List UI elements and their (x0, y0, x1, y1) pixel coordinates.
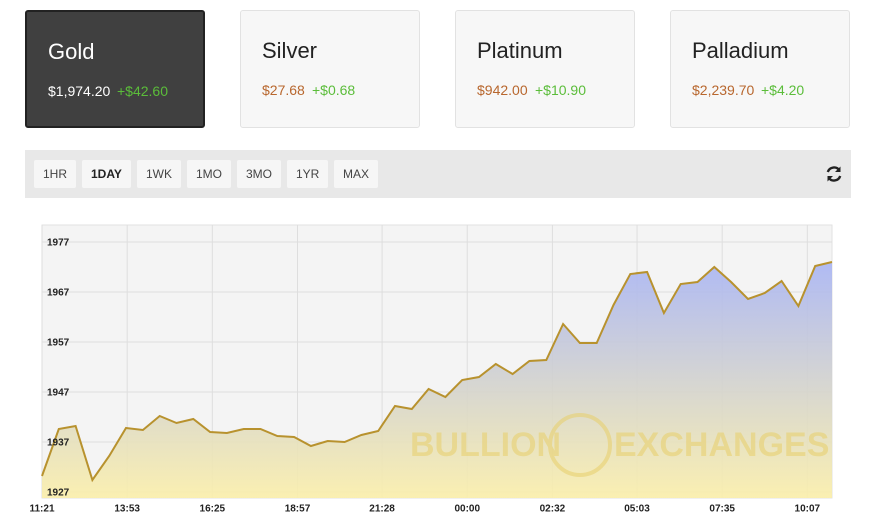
y-tick-label: 1947 (47, 388, 70, 399)
chart: BULLION EXCHANGES 1927 1937 1947 1957 1967 1977… (29, 224, 833, 515)
range-button[interactable]: 1WK (137, 160, 182, 188)
metal-price: $27.68 (262, 82, 305, 98)
x-tick-label: 02:32 (540, 504, 566, 515)
metal-price: $2,239.70 (692, 82, 755, 98)
x-tick-label: 00:00 (454, 504, 480, 515)
metal-change: +$4.20 (761, 82, 805, 98)
refresh-icon[interactable] (824, 164, 844, 184)
x-tick-label: 11:21 (29, 504, 54, 515)
watermark-text: EXCHANGES (614, 426, 829, 464)
x-tick-label: 21:28 (369, 504, 395, 515)
x-tick-label: 13:53 (114, 504, 140, 515)
watermark-text: BULLION (410, 426, 561, 464)
price-line (41, 261, 833, 483)
metal-change: +$0.68 (312, 82, 356, 98)
range-button[interactable]: 1HR (34, 160, 77, 188)
watermark-logo (548, 413, 612, 477)
range-button[interactable]: 1MO (187, 160, 232, 188)
range-button[interactable]: 1DAY (82, 160, 131, 188)
y-tick-label: 1927 (47, 488, 70, 499)
y-tick-label: 1977 (47, 238, 70, 249)
metal-price: $1,974.20 (48, 83, 111, 99)
x-tick-label: 07:35 (709, 504, 735, 515)
range-button[interactable]: 3MO (237, 160, 282, 188)
metal-name: Silver (262, 38, 318, 63)
area-fill (42, 262, 832, 498)
x-tick-label: 05:03 (624, 504, 650, 515)
y-tick-label: 1957 (47, 338, 70, 349)
watermark: BULLION EXCHANGES (410, 413, 829, 477)
metal-card[interactable]: Platinum $942.00 +$10.90 (455, 10, 635, 128)
x-tick-label: 18:57 (285, 504, 311, 515)
range-button[interactable]: 1YR (287, 160, 329, 188)
metal-card[interactable]: Palladium $2,239.70 +$4.20 (670, 10, 850, 128)
metal-change: +$42.60 (117, 83, 168, 99)
metal-card[interactable]: Silver $27.68 +$0.68 (240, 10, 420, 128)
toolbar: 1HR 1DAY 1WK 1MO 3MO 1YR MAX (25, 150, 851, 198)
range-button[interactable]: MAX (334, 160, 379, 188)
metal-name: Gold (48, 39, 95, 64)
metal-name: Platinum (477, 38, 563, 63)
x-tick-label: 10:07 (795, 504, 821, 515)
y-tick-label: 1937 (47, 438, 70, 449)
metal-price: $942.00 (477, 82, 528, 98)
y-tick-label: 1967 (47, 288, 70, 299)
metal-change: +$10.90 (535, 82, 586, 98)
metal-name: Palladium (692, 38, 789, 63)
metal-card[interactable]: Gold $1,974.20 +$42.60 (25, 10, 205, 128)
x-tick-label: 16:25 (200, 504, 226, 515)
